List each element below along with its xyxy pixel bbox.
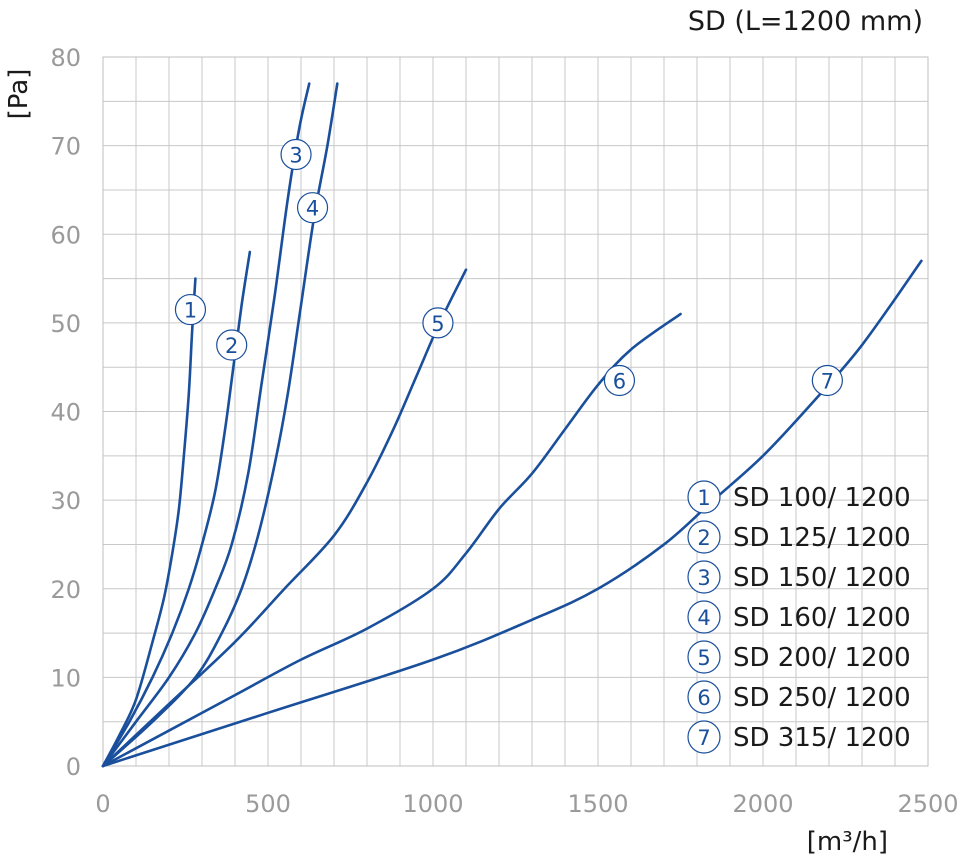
legend-item-3: 3 SD 150/ 1200 [687, 560, 911, 594]
series-marker-3: 3 [280, 138, 312, 171]
x-tick-label: 1500 [567, 790, 628, 818]
y-tick-label: 60 [50, 221, 81, 249]
legend-label: SD 315/ 1200 [733, 723, 911, 753]
legend-label: SD 200/ 1200 [733, 643, 911, 673]
y-axis-label: [Pa] [4, 69, 34, 120]
series-marker-6: 6 [603, 364, 636, 397]
x-tick-label: 2500 [897, 790, 958, 818]
legend-label: SD 250/ 1200 [733, 683, 911, 713]
legend-item-4: 4 SD 160/ 1200 [687, 600, 911, 634]
series-marker-circle [603, 364, 636, 397]
legend-marker-circle [687, 560, 721, 594]
legend-label: SD 100/ 1200 [733, 483, 911, 513]
legend-label: SD 160/ 1200 [733, 603, 911, 633]
legend-marker-circle [687, 480, 721, 514]
series-marker-number: 1 [184, 299, 197, 323]
series-marker-circle [422, 307, 454, 339]
x-tick-label: 2000 [732, 790, 793, 818]
series-markers: 1 2 3 4 5 6 7 [174, 138, 843, 397]
y-tick-label: 0 [66, 753, 81, 781]
plot-frame [102, 56, 929, 767]
y-tick-label: 20 [50, 576, 81, 604]
series-marker-number: 6 [613, 369, 626, 393]
series-marker-number: 3 [289, 143, 302, 167]
y-tick-label: 40 [50, 399, 81, 427]
series-marker-number: 2 [225, 334, 238, 358]
series-marker-circle [216, 329, 248, 361]
y-tick-label: 80 [50, 44, 81, 72]
legend-item-1: 1 SD 100/ 1200 [687, 480, 911, 514]
legend-marker-circle [687, 720, 721, 754]
legend-marker-number: 4 [697, 606, 710, 630]
legend-marker-number: 3 [697, 566, 710, 590]
series-marker-1: 1 [174, 293, 207, 326]
y-tick-label: 30 [50, 487, 81, 515]
series-line-2 [101, 250, 252, 768]
legend-item-5: 5 SD 200/ 1200 [687, 640, 911, 674]
y-tick-label: 50 [50, 310, 81, 338]
series-marker-circle [174, 293, 207, 326]
legend-marker-circle [687, 680, 721, 714]
legend-item-7: 7 SD 315/ 1200 [687, 720, 911, 754]
series-marker-number: 7 [821, 369, 834, 393]
series-marker-7: 7 [811, 364, 843, 397]
series-marker-5: 5 [422, 307, 454, 339]
legend-label: SD 150/ 1200 [733, 563, 911, 593]
series-line-3 [101, 82, 311, 768]
y-tick-label: 10 [50, 664, 81, 692]
x-axis-label: [m³/h] [807, 827, 888, 857]
legend-marker-number: 1 [697, 486, 710, 510]
legend-item-6: 6 SD 250/ 1200 [687, 680, 911, 714]
series-marker-circle [296, 192, 329, 224]
legend-marker-circle [687, 520, 721, 554]
legend-marker-circle [687, 640, 721, 674]
legend-item-2: 2 SD 125/ 1200 [687, 520, 911, 554]
grid [102, 56, 929, 767]
x-tick-label: 1000 [402, 790, 463, 818]
series-marker-circle [280, 138, 312, 171]
series-line-4 [101, 82, 339, 768]
chart-title: SD (L=1200 mm) [688, 6, 923, 37]
series-line-5 [101, 268, 468, 768]
legend-marker-number: 5 [697, 646, 710, 670]
tick-labels: 0 500 1000 1500 2000 2500 0 10 20 30 40 50 60 70 80 [50, 44, 958, 818]
series-marker-number: 5 [431, 312, 444, 336]
y-tick-label: 70 [50, 133, 81, 161]
series-marker-2: 2 [216, 329, 248, 361]
series-line-1 [101, 277, 197, 768]
x-tick-label: 0 [95, 790, 110, 818]
legend-marker-number: 2 [697, 526, 710, 550]
legend-marker-number: 7 [697, 726, 710, 750]
series-marker-circle [811, 364, 843, 397]
legend-label: SD 125/ 1200 [733, 523, 911, 553]
legend: 1 SD 100/ 1200 2 SD 125/ 1200 3 SD 150/ 1200 4… [687, 480, 911, 754]
series-marker-number: 4 [306, 197, 319, 221]
series-line-6 [101, 312, 682, 768]
legend-marker-number: 6 [697, 686, 710, 710]
x-tick-label: 500 [245, 790, 291, 818]
series-marker-4: 4 [296, 192, 329, 224]
legend-marker-circle [687, 600, 721, 634]
